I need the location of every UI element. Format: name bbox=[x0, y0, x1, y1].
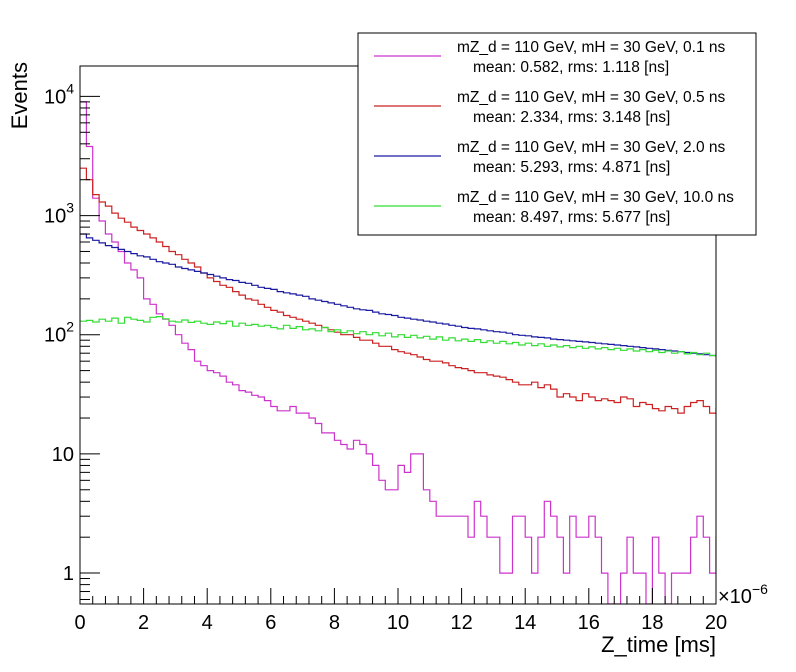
y-tick-label: 104 bbox=[44, 80, 74, 108]
y-tick-label: 102 bbox=[44, 319, 74, 347]
y-axis-title: Events bbox=[7, 62, 32, 129]
legend-series-stats: mean: 2.334, rms: 3.148 [ns] bbox=[473, 109, 670, 126]
legend-series-name: mZ_d = 110 GeV, mH = 30 GeV, 10.0 ns bbox=[457, 189, 734, 206]
x-tick-label: 2 bbox=[138, 612, 149, 634]
y-tick-label: 103 bbox=[44, 200, 74, 228]
legend-box bbox=[357, 32, 757, 236]
legend: mZ_d = 110 GeV, mH = 30 GeV, 0.1 ns mean:… bbox=[357, 32, 757, 236]
legend-series-name: mZ_d = 110 GeV, mH = 30 GeV, 2.0 ns bbox=[457, 139, 726, 156]
x-tick-label: 4 bbox=[202, 612, 213, 634]
y-tick-label: 1 bbox=[63, 563, 74, 585]
x-tick-label: 0 bbox=[74, 612, 85, 634]
x-tick-label: 10 bbox=[387, 612, 409, 634]
series-line-4 bbox=[80, 316, 716, 357]
x-tick-label: 6 bbox=[265, 612, 276, 634]
x-axis-multiplier-exponent: −6 bbox=[752, 581, 768, 597]
series-layer bbox=[80, 101, 716, 604]
legend-series-name: mZ_d = 110 GeV, mH = 30 GeV, 0.5 ns bbox=[457, 89, 726, 106]
legend-series-stats: mean: 8.497, rms: 5.677 [ns] bbox=[473, 209, 670, 226]
series-line-2 bbox=[80, 167, 716, 414]
x-tick-label: 18 bbox=[641, 612, 663, 634]
legend-series-stats: mean: 5.293, rms: 4.871 [ns] bbox=[473, 159, 670, 176]
x-tick-label: 16 bbox=[578, 612, 600, 634]
series-line-1 bbox=[80, 101, 716, 604]
x-axis-title: Z_time [ms] bbox=[601, 632, 716, 657]
x-tick-label: 14 bbox=[514, 612, 536, 634]
series-line-3 bbox=[80, 233, 716, 357]
x-axis-multiplier: ×10−6 bbox=[718, 581, 768, 608]
y-tick-label: 10 bbox=[52, 444, 74, 466]
x-tick-label: 8 bbox=[329, 612, 340, 634]
legend-series-stats: mean: 0.582, rms: 1.118 [ns] bbox=[473, 59, 669, 76]
x-tick-label: 20 bbox=[705, 612, 727, 634]
x-tick-label: 12 bbox=[450, 612, 472, 634]
axis-layer: 0 2 4 6 8 10 12 14 16 18 20 1 10 102 103 104 bbox=[44, 80, 727, 634]
legend-series-name: mZ_d = 110 GeV, mH = 30 GeV, 0.1 ns bbox=[457, 39, 726, 56]
x-axis-multiplier-base: ×10 bbox=[718, 586, 752, 608]
